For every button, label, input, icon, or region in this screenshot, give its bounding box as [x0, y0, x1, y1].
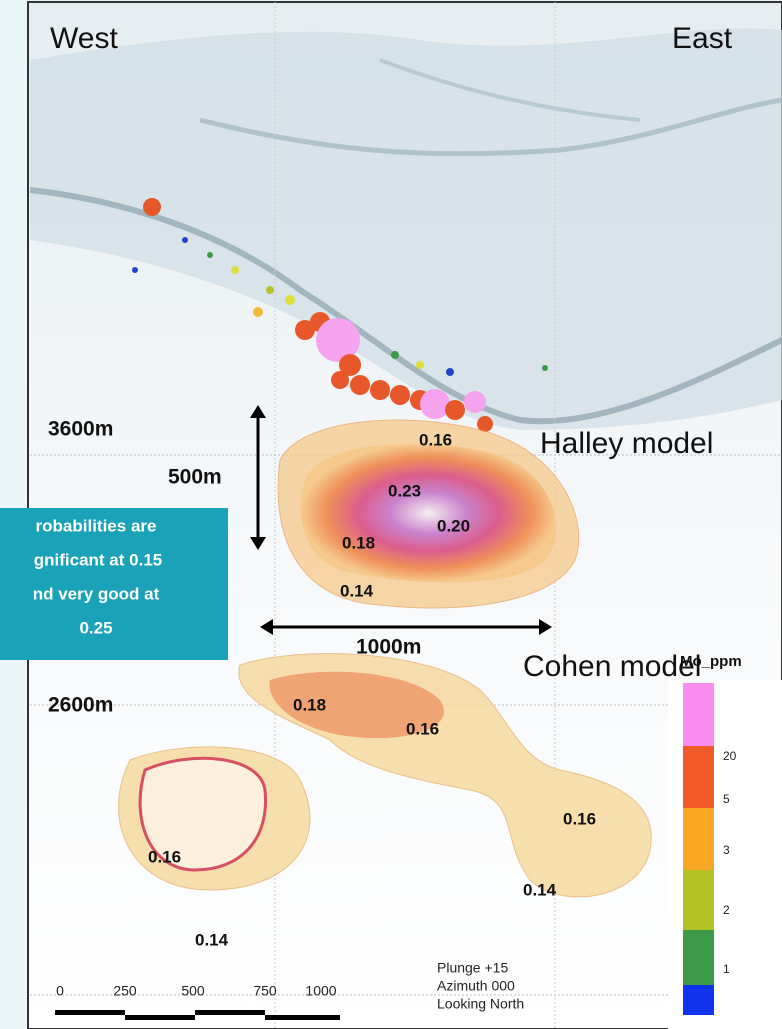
scale-bar [55, 1010, 340, 1020]
dimension-arrows [250, 405, 552, 635]
cohen-core [269, 671, 444, 739]
ridge-line [199, 97, 782, 157]
drill-samples [132, 198, 548, 432]
depth-label: 2600m [48, 694, 113, 717]
halley-core [300, 443, 557, 583]
legend-swatch [683, 746, 714, 808]
legend-swatch [683, 870, 714, 930]
legend-swatch [683, 930, 714, 985]
legend-swatch [683, 683, 714, 746]
scale-label: 1000 [305, 983, 336, 999]
callout-text: 0.25 [79, 618, 112, 637]
probability-label: 0.16 [148, 847, 181, 866]
view-info: Looking North [437, 996, 524, 1012]
direction-label: East [672, 22, 733, 55]
model-label: Halley model [540, 427, 713, 460]
dimension-label: 500m [168, 466, 222, 489]
view-info: Plunge +15 [437, 960, 508, 976]
probability-label: 0.16 [419, 430, 452, 449]
scale-label: 750 [253, 983, 277, 999]
legend-tick-label: 3 [723, 843, 730, 857]
probability-label: 0.14 [523, 880, 557, 899]
topography [30, 28, 782, 430]
probability-label: 0.14 [195, 930, 229, 949]
probability-label: 0.18 [293, 695, 326, 714]
callout-text: gnificant at 0.15 [34, 550, 162, 569]
ridge-line [29, 187, 782, 425]
scale-label: 500 [181, 983, 205, 999]
legend-tick-label: 20 [723, 749, 737, 763]
scale-label: 0 [56, 983, 64, 999]
legend-swatch [683, 985, 714, 1015]
scale-label: 250 [113, 983, 137, 999]
legend-tick-label: 1 [723, 962, 730, 976]
depth-label: 3600m [48, 418, 113, 441]
dimension-label: 1000m [356, 636, 421, 659]
probability-label: 0.14 [340, 581, 374, 600]
probability-label: 0.16 [563, 809, 596, 828]
cohen-west-core [138, 756, 268, 872]
probability-label: 0.18 [342, 533, 375, 552]
legend-tick-label: 5 [723, 792, 730, 806]
direction-label: West [50, 22, 118, 55]
probability-label: 0.16 [406, 719, 439, 738]
callout-text: nd very good at [33, 584, 160, 603]
model-label: Cohen model [523, 650, 701, 683]
probability-label: 0.20 [437, 516, 470, 535]
legend-swatch [683, 808, 714, 870]
callout-box [0, 508, 228, 660]
probability-label: 0.23 [388, 481, 421, 500]
view-info: Azimuth 000 [437, 978, 515, 994]
callout-text: robabilities are [36, 516, 157, 535]
legend-title: Mo_ppm [680, 653, 742, 670]
ridge-line [379, 58, 641, 122]
legend-tick-label: 2 [723, 903, 730, 917]
